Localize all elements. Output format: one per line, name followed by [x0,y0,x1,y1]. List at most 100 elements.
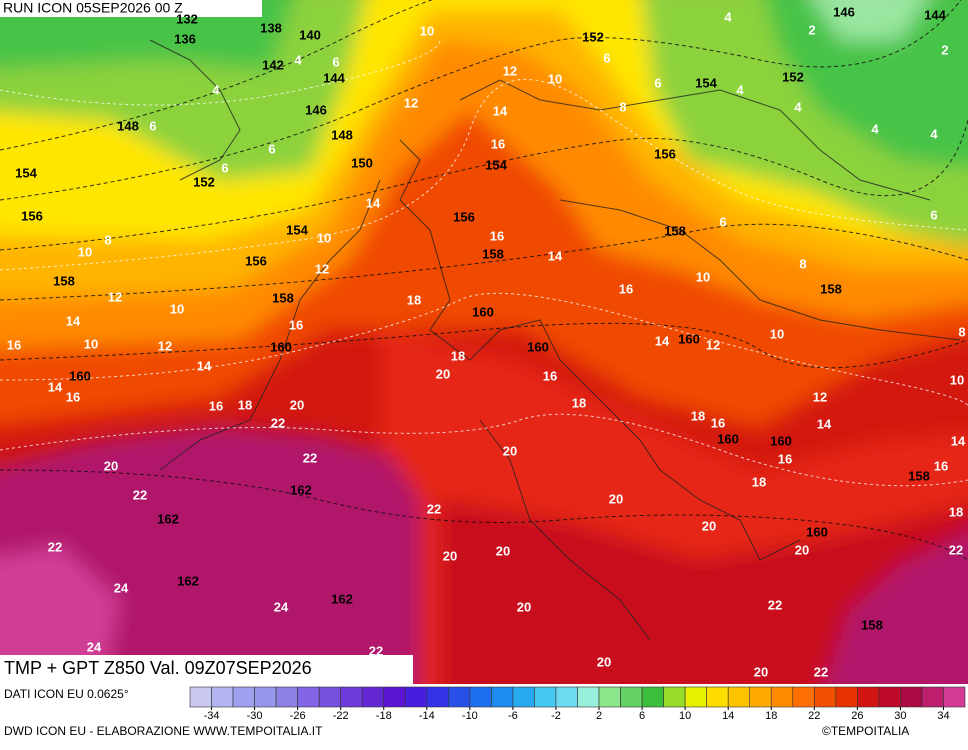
isotherm-label: 18 [407,292,421,307]
colorbar-tick-label: -18 [376,710,392,722]
colorbar-swatch [857,686,880,708]
isotherm-label: 10 [420,23,434,38]
geopotential-label: 158 [53,273,75,288]
isotherm-label: 22 [271,415,285,430]
isotherm-label: 22 [303,450,317,465]
isotherm-label: 14 [493,103,508,118]
copyright: ©TEMPOITALIA [822,724,909,738]
colorbar: -34 -30 -26 -22 -18 -14 -10 -6 -2 2 6 10 14 18 22 26 30 3… [189,686,966,722]
geopotential-label: 156 [654,146,676,161]
geopotential-label: 152 [782,69,804,84]
isotherm-label: 8 [619,99,626,114]
colorbar-swatch [318,686,341,708]
geopotential-label: 146 [833,4,855,19]
geopotential-label: 154 [485,157,507,172]
colorbar-swatch [921,686,944,708]
colorbar-swatch [684,686,707,708]
isotherm-label: 18 [752,474,766,489]
isotherm-label: 4 [930,126,938,141]
geopotential-label: 156 [453,209,475,224]
isotherm-label: 4 [794,99,802,114]
colorbar-tick-label: -26 [290,710,306,722]
colorbar-tick-label: 18 [765,710,777,722]
isotherm-label: 12 [108,289,122,304]
isotherm-label: 16 [619,281,633,296]
isotherm-label: 24 [274,599,289,614]
colorbar-tick-label: 2 [596,710,602,722]
isotherm-label: 16 [711,415,725,430]
isotherm-label: 16 [491,136,505,151]
isotherm-label: 20 [436,366,450,381]
colorbar-swatch [641,686,664,708]
isotherm-label: 20 [290,397,304,412]
isotherm-label: 18 [691,408,705,423]
colorbar-swatch [792,686,815,708]
colorbar-swatch [878,686,901,708]
colorbar-swatch [900,686,923,708]
isotherm-label: 20 [517,599,531,614]
colorbar-tick-label: -10 [462,710,478,722]
isotherm-label: 4 [212,82,220,97]
colorbar-swatch [426,686,449,708]
map-labels: 104 6466612101214161410121614181612108101… [7,4,966,679]
isotherm-label: 10 [770,326,784,341]
isotherm-label: 20 [496,543,510,558]
credit: DWD ICON EU - ELABORAZIONE WWW.TEMPOITAL… [4,724,323,738]
colorbar-swatch [189,686,212,708]
isotherm-label: 16 [7,337,21,352]
isotherm-label: 8 [104,232,111,247]
colorbar-tick-label: 30 [894,710,906,722]
colorbar-tick-label: -22 [333,710,349,722]
geopotential-label: 144 [924,7,946,22]
isotherm-label: 4 [724,9,732,24]
geopotential-label: 162 [290,482,312,497]
geopotential-label: 140 [299,27,321,42]
geopotential-label: 136 [174,31,196,46]
isotherm-label: 8 [958,324,965,339]
footer-title: TMP + GPT Z850 Val. 09Z07SEP2026 [4,658,312,678]
colorbar-swatch [383,686,406,708]
colorbar-swatch [297,686,320,708]
map-field [0,0,968,684]
geopotential-label: 132 [176,11,198,26]
colorbar-tick-label: 14 [722,710,734,722]
colorbar-swatch [835,686,858,708]
isotherm-label: 18 [451,348,465,363]
isotherm-label: 6 [332,54,339,69]
isotherm-label: 10 [78,244,92,259]
geopotential-label: 138 [260,20,282,35]
isotherm-label: 10 [548,71,562,86]
colorbar-swatch [814,686,837,708]
isotherm-label: 12 [706,337,720,352]
isotherm-label: 20 [104,458,118,473]
geopotential-label: 144 [323,70,345,85]
colorbar-tick-label: -6 [508,710,518,722]
isotherm-label: 14 [66,313,81,328]
isotherm-label: 14 [48,379,63,394]
isotherm-label: 10 [84,336,98,351]
geopotential-label: 154 [15,165,37,180]
geopotential-label: 162 [331,591,353,606]
isotherm-label: 8 [799,256,806,271]
colorbar-tick-label: -30 [247,710,263,722]
colorbar-swatch [275,686,298,708]
isotherm-label: 6 [149,118,156,133]
isotherm-label: 22 [814,664,828,679]
isotherm-label: 16 [66,389,80,404]
isotherm-label: 12 [158,338,172,353]
geopotential-label: 162 [177,573,199,588]
isotherm-label: 18 [238,397,252,412]
isotherm-label: 14 [817,416,832,431]
geopotential-label: 146 [305,102,327,117]
isotherm-label: 22 [427,501,441,516]
isotherm-label: 6 [603,50,610,65]
isotherm-label: 12 [503,63,517,78]
geopotential-label: 160 [527,339,549,354]
colorbar-swatch [211,686,234,708]
isotherm-label: 20 [443,548,457,563]
colorbar-tick-label: 6 [639,710,645,722]
isotherm-label: 2 [941,42,948,57]
colorbar-swatch [706,686,729,708]
colorbar-tick-label: -34 [204,710,220,722]
isotherm-label: 6 [654,75,661,90]
